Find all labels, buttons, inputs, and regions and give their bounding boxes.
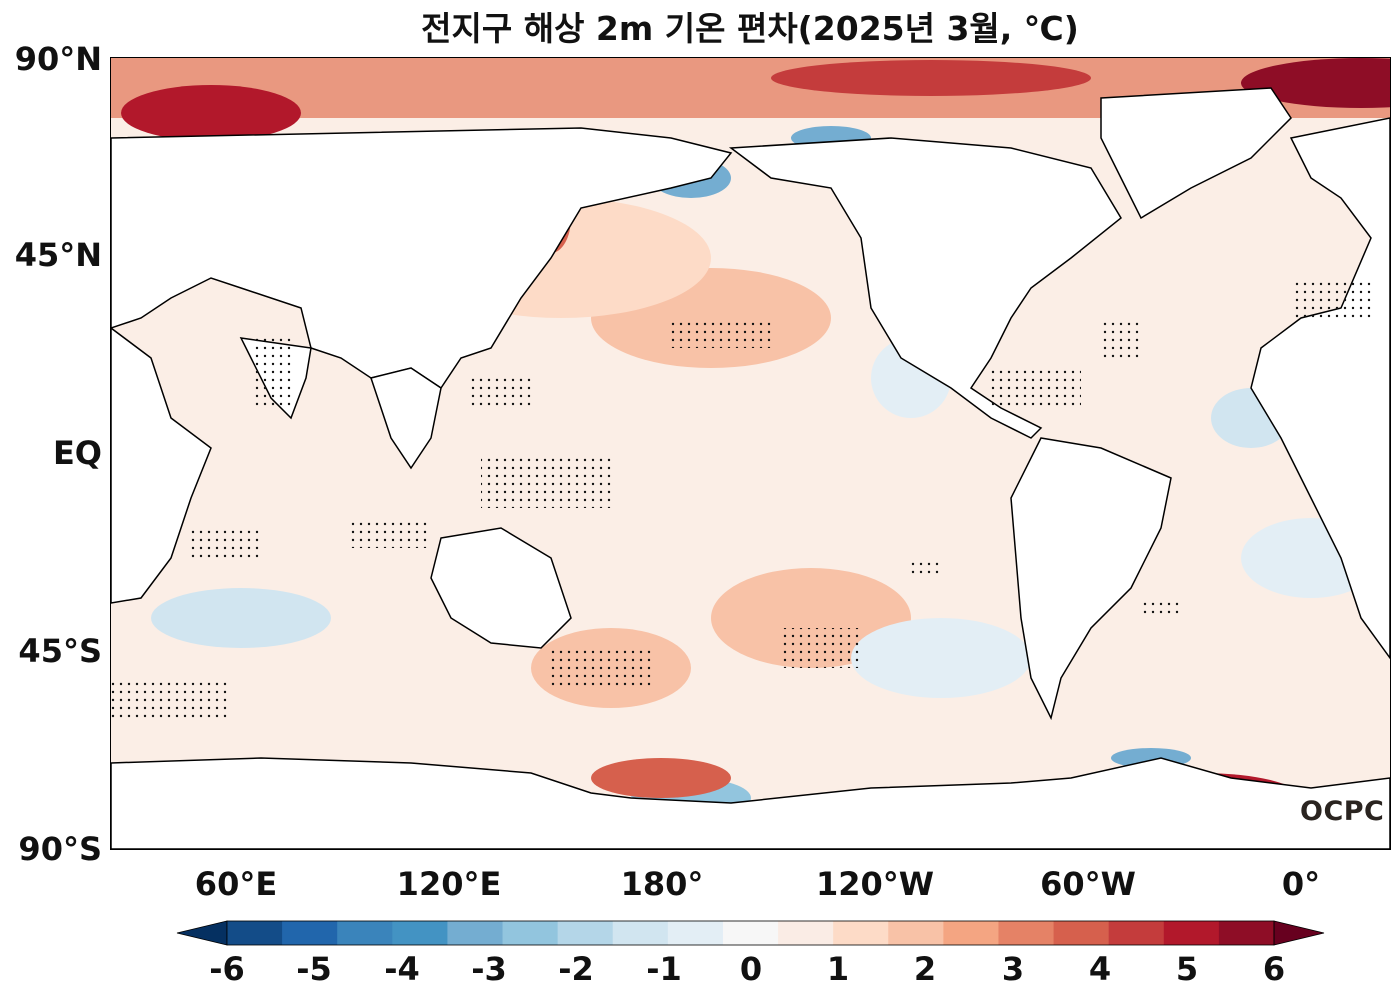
lon-label-120w: 120°W	[815, 865, 935, 903]
colorbar-tick: 3	[1001, 950, 1025, 988]
colorbar-swatch	[447, 921, 504, 945]
lat-label-eq: EQ	[52, 434, 102, 472]
lat-label-90s: 90°S	[18, 830, 102, 868]
colorbar-border	[226, 920, 1275, 946]
colorbar-swatch	[833, 921, 889, 945]
colorbar-swatch	[1218, 921, 1275, 945]
colorbar-tick: 1	[826, 950, 850, 988]
colorbar-tick: -2	[558, 950, 594, 988]
lat-label-45s: 45°S	[18, 632, 102, 670]
colorbar-swatch	[888, 921, 944, 945]
land-masses	[111, 87, 1390, 849]
colorbar-tick: 2	[913, 950, 937, 988]
colorbar-swatch	[227, 921, 283, 945]
colorbar-swatch	[1163, 921, 1220, 945]
colorbar-swatch	[778, 921, 834, 945]
colorbar-extend-high	[1273, 920, 1325, 946]
lon-label-60w: 60°W	[1040, 865, 1136, 903]
colorbar-swatch	[502, 921, 559, 945]
colorbar-swatch	[667, 921, 724, 945]
colorbar-extend-low	[176, 920, 228, 946]
colorbar-tick: 0	[739, 950, 763, 988]
colorbar-tick: -5	[296, 950, 332, 988]
colorbar-tick: 6	[1262, 950, 1286, 988]
map-title: 전지구 해상 2m 기온 편차(2025년 3월, ℃)	[421, 9, 1079, 48]
colorbar-tick: 5	[1175, 950, 1199, 988]
colorbar-swatch	[1108, 921, 1165, 945]
colorbar-swatch	[998, 921, 1055, 945]
colorbar-tick: -3	[471, 950, 507, 988]
anomaly-map	[110, 57, 1391, 850]
colorbar-swatch	[282, 921, 338, 945]
significance-stippling	[111, 278, 1371, 718]
lon-label-0: 0°	[1281, 865, 1321, 903]
colorbar-swatch	[722, 921, 779, 945]
lon-label-120e: 120°E	[396, 865, 502, 903]
lon-label-60e: 60°E	[194, 865, 278, 903]
colorbar-swatch	[337, 921, 393, 945]
colorbar-tick: -4	[384, 950, 420, 988]
ocpc-logo: OCPC	[1300, 796, 1385, 827]
colorbar-swatch	[392, 921, 448, 945]
lon-label-180: 180°	[620, 865, 704, 903]
colorbar-swatch	[612, 921, 669, 945]
colorbar-swatch	[1053, 921, 1110, 945]
colorbar-swatch	[943, 921, 999, 945]
colorbar-tick: 4	[1088, 950, 1112, 988]
colorbar	[176, 920, 1325, 946]
colorbar-swatch	[557, 921, 614, 945]
lat-label-90n: 90°N	[14, 40, 102, 78]
lat-label-45n: 45°N	[14, 236, 102, 274]
map-canvas	[111, 58, 1390, 849]
colorbar-tick: -1	[646, 950, 682, 988]
colorbar-tick: -6	[209, 950, 245, 988]
